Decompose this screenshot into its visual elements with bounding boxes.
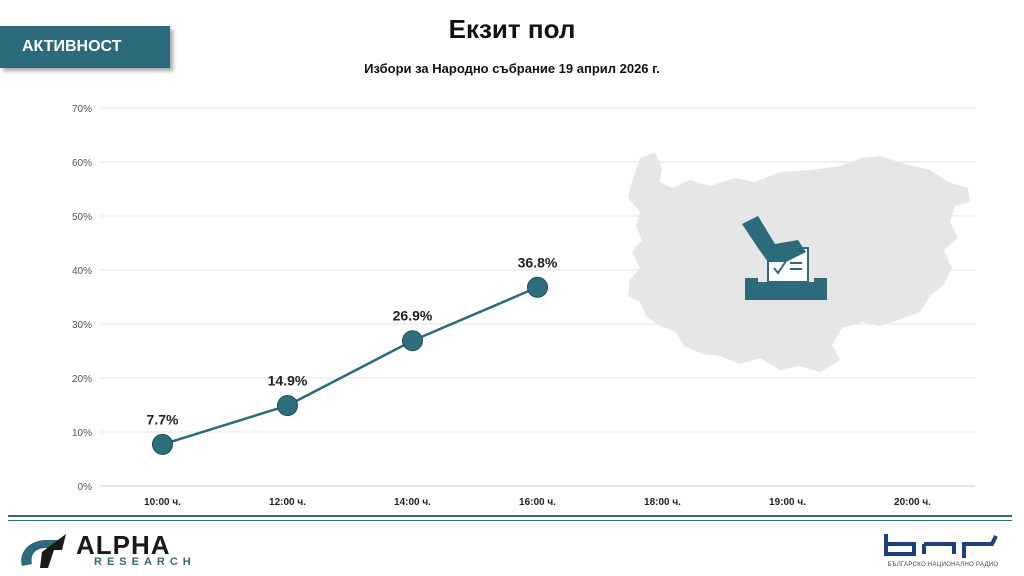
data-point — [527, 276, 548, 298]
y-tick-label: 70% — [72, 104, 92, 115]
page-subtitle: Избори за Народно събрание 19 април 2026… — [364, 61, 660, 76]
data-label: 7.7% — [147, 411, 179, 427]
turnout-series: 7.7% 14.9% 26.9% 36.8% — [147, 254, 558, 455]
y-tick-label: 0% — [78, 482, 93, 493]
data-point — [402, 330, 423, 352]
x-tick-label: 10:00 ч. — [144, 497, 181, 508]
activity-badge-label: АКТИВНОСТ — [22, 38, 122, 55]
ballot-box-body — [745, 278, 827, 300]
y-axis: 0% 10% 20% 30% 40% 50% 60% 70% — [72, 104, 92, 493]
ballot-line — [790, 268, 802, 270]
alpha-logo-mark — [21, 534, 66, 568]
footer-divider — [8, 515, 1012, 517]
ballot-box-icon — [742, 216, 827, 300]
x-tick-label: 12:00 ч. — [269, 497, 306, 508]
data-label: 14.9% — [268, 373, 308, 389]
check-mark-icon — [773, 260, 787, 275]
data-label: 36.8% — [518, 254, 558, 270]
bnr-logo-sub: БЪЛГАРСКО НАЦИОНАЛНО РАДИО — [887, 562, 999, 568]
data-point — [277, 395, 298, 417]
activity-badge: АКТИВНОСТ — [0, 26, 170, 68]
y-tick-label: 60% — [72, 158, 92, 169]
footer-divider-thin — [8, 520, 1012, 521]
alpha-research-logo: ALPHA RESEARCH — [16, 530, 206, 570]
y-tick-label: 40% — [72, 266, 92, 277]
page-title: Екзит пол — [448, 14, 576, 44]
y-tick-label: 20% — [72, 374, 92, 385]
series-line — [162, 286, 538, 446]
x-tick-label: 14:00 ч. — [394, 497, 431, 508]
y-tick-label: 10% — [72, 428, 92, 439]
y-tick-label: 30% — [72, 320, 92, 331]
x-tick-label: 19:00 ч. — [769, 497, 806, 508]
x-tick-label: 18:00 ч. — [644, 497, 681, 508]
y-tick-label: 50% — [72, 212, 92, 223]
bnr-logo: БЪЛГАРСКО НАЦИОНАЛНО РАДИО — [880, 530, 1010, 574]
data-label: 26.9% — [393, 308, 433, 324]
bnr-logo-mark — [884, 534, 998, 558]
x-tick-label: 16:00 ч. — [519, 497, 556, 508]
x-tick-label: 20:00 ч. — [894, 497, 931, 508]
x-axis: 10:00 ч. 12:00 ч. 14:00 ч. 16:00 ч. 18:00 ч.… — [144, 497, 931, 508]
ballot-line — [790, 262, 802, 264]
data-point — [152, 433, 173, 455]
alpha-logo-sub: RESEARCH — [94, 556, 196, 568]
alpha-logo-name: ALPHA — [76, 530, 171, 560]
hand-icon — [742, 216, 806, 262]
